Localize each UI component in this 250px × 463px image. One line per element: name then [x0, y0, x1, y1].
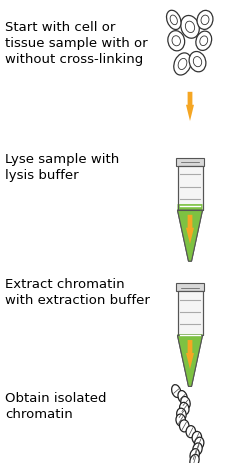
Text: Lyse sample with
lysis buffer: Lyse sample with lysis buffer	[5, 153, 119, 181]
Ellipse shape	[174, 54, 191, 76]
Ellipse shape	[166, 11, 181, 31]
Ellipse shape	[172, 385, 181, 398]
Ellipse shape	[170, 16, 177, 25]
Text: Extract chromatin
with extraction buffer: Extract chromatin with extraction buffer	[5, 278, 150, 307]
FancyBboxPatch shape	[176, 283, 204, 292]
Text: Obtain isolated
chromatin: Obtain isolated chromatin	[5, 391, 106, 420]
Bar	[178, 167, 203, 211]
FancyArrow shape	[186, 93, 194, 122]
Bar	[178, 292, 203, 336]
Ellipse shape	[194, 437, 204, 450]
Ellipse shape	[193, 443, 202, 455]
Bar	[178, 167, 203, 211]
Ellipse shape	[196, 32, 212, 51]
Ellipse shape	[197, 11, 213, 31]
Bar	[178, 292, 203, 336]
Ellipse shape	[190, 454, 199, 463]
Ellipse shape	[193, 57, 202, 68]
Ellipse shape	[177, 408, 186, 420]
Ellipse shape	[180, 402, 189, 415]
Ellipse shape	[176, 414, 186, 426]
FancyArrow shape	[186, 215, 194, 244]
Polygon shape	[178, 334, 203, 387]
FancyBboxPatch shape	[176, 158, 204, 167]
Ellipse shape	[190, 449, 199, 461]
Ellipse shape	[186, 425, 196, 438]
Ellipse shape	[168, 31, 185, 52]
Polygon shape	[178, 336, 203, 387]
FancyArrow shape	[186, 340, 194, 369]
Ellipse shape	[200, 37, 208, 46]
Ellipse shape	[189, 52, 206, 73]
Ellipse shape	[181, 397, 190, 409]
Polygon shape	[178, 211, 203, 262]
Polygon shape	[178, 205, 203, 262]
Ellipse shape	[180, 420, 189, 432]
Ellipse shape	[178, 59, 187, 70]
Ellipse shape	[192, 432, 202, 444]
Ellipse shape	[181, 16, 199, 39]
Text: Start with cell or
tissue sample with or
without cross-linking: Start with cell or tissue sample with or…	[5, 21, 148, 66]
Ellipse shape	[172, 37, 180, 47]
Ellipse shape	[201, 16, 209, 25]
Ellipse shape	[178, 391, 187, 403]
Ellipse shape	[185, 22, 195, 33]
